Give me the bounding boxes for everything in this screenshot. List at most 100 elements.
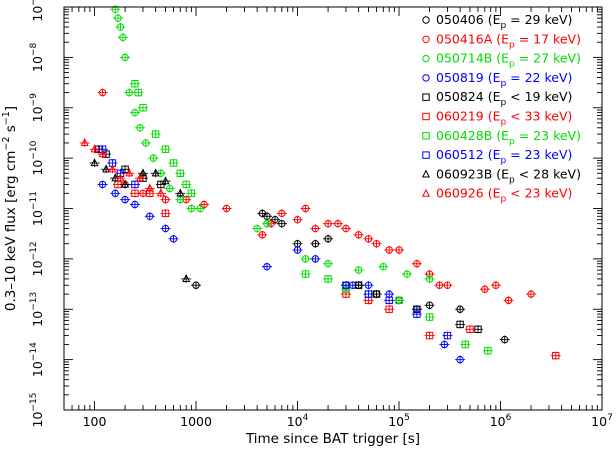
data-layer xyxy=(79,5,561,364)
data-point xyxy=(111,5,119,14)
data-point xyxy=(301,255,310,263)
data-point xyxy=(324,219,332,228)
y-tick-label: 10−13 xyxy=(29,292,45,327)
x-tick-label: 1000 xyxy=(180,414,212,429)
data-point xyxy=(121,179,130,188)
data-point xyxy=(161,224,170,233)
y-tick-label-group: 10−12 xyxy=(29,241,45,276)
legend-marker xyxy=(422,16,430,24)
y-tick-label-group: 10−15 xyxy=(29,393,45,428)
data-point xyxy=(90,158,99,167)
series-050406 xyxy=(191,209,510,344)
data-point xyxy=(125,88,134,97)
data-point xyxy=(116,23,125,31)
data-point xyxy=(108,164,117,173)
data-point xyxy=(145,183,154,192)
data-point xyxy=(169,235,178,243)
y-axis-label: 0.3–10 keV flux [erg cm−2 s−1] xyxy=(1,106,19,311)
data-point xyxy=(169,159,178,167)
data-point xyxy=(311,255,320,263)
x-tick-label: 105 xyxy=(388,413,410,429)
data-point xyxy=(461,340,470,349)
legend-item-060428B: 060428B (Ep = 23 keV) xyxy=(422,128,581,147)
data-point xyxy=(301,270,310,278)
legend-label: 050819 (Ep = 22 keV) xyxy=(436,70,572,89)
legend-item-050819: 050819 (Ep = 22 keV) xyxy=(422,70,572,89)
data-point xyxy=(311,240,320,248)
data-point xyxy=(413,260,421,268)
data-point xyxy=(121,195,129,204)
data-point xyxy=(116,173,125,182)
data-point xyxy=(151,130,160,138)
legend-label: 060512 (Ep = 23 keV) xyxy=(436,147,572,166)
legend-label: 060926 (Ep < 23 keV) xyxy=(436,186,572,205)
data-point xyxy=(200,200,208,209)
legend: 050406 (Ep = 29 keV)050416A (Ep = 17 keV… xyxy=(421,12,581,205)
data-point xyxy=(278,219,286,228)
x-tick-label: 106 xyxy=(490,413,512,429)
data-point xyxy=(161,176,170,185)
data-point xyxy=(456,305,464,313)
data-point xyxy=(501,335,509,344)
data-point xyxy=(131,189,139,198)
data-point xyxy=(134,88,143,97)
data-point xyxy=(293,246,302,254)
data-point xyxy=(165,184,174,193)
data-point xyxy=(443,281,452,289)
y-axis-label-group: 0.3–10 keV flux [erg cm−2 s−1] xyxy=(1,106,19,311)
data-point xyxy=(121,165,129,174)
y-tick-label: 10−9 xyxy=(29,93,45,122)
legend-label: 050416A (Ep = 17 keV) xyxy=(436,31,581,50)
data-point xyxy=(403,270,411,278)
data-point xyxy=(324,275,332,283)
data-point xyxy=(121,53,129,62)
legend-marker xyxy=(422,132,430,140)
data-point xyxy=(187,189,196,198)
plot-frame xyxy=(63,6,603,411)
data-point xyxy=(425,275,434,283)
data-point xyxy=(263,212,271,221)
legend-item-060923B: 060923B (Ep < 28 keV) xyxy=(421,166,581,185)
data-point xyxy=(136,124,144,132)
data-point xyxy=(364,281,373,289)
legend-label: 050714B (Ep = 27 keV) xyxy=(436,51,581,70)
series-060512 xyxy=(97,145,453,340)
data-point xyxy=(413,310,421,318)
data-point xyxy=(440,340,449,349)
y-tick-label-group: 10−10 xyxy=(29,140,45,175)
data-point xyxy=(354,281,363,289)
x-axis-label: Time since BAT trigger [s] xyxy=(245,431,420,447)
data-point xyxy=(552,351,560,360)
data-point xyxy=(504,296,513,305)
legend-item-050824: 050824 (Ep < 19 keV) xyxy=(422,89,572,108)
data-point xyxy=(379,262,387,271)
data-point xyxy=(156,188,165,197)
data-point xyxy=(187,204,196,213)
series-050714B xyxy=(110,5,435,283)
data-point xyxy=(492,281,500,289)
data-point xyxy=(263,262,271,271)
data-point xyxy=(342,281,350,289)
legend-item-050416A: 050416A (Ep = 17 keV) xyxy=(422,31,581,50)
legend-marker xyxy=(422,74,430,82)
legend-marker xyxy=(422,93,430,101)
y-tick-label-group: 10−7 xyxy=(29,0,45,22)
data-point xyxy=(161,145,170,153)
series-060219 xyxy=(112,180,561,360)
data-point xyxy=(176,188,185,197)
data-point xyxy=(258,231,267,239)
data-point xyxy=(182,274,191,283)
data-point xyxy=(271,215,279,224)
data-point xyxy=(253,224,261,233)
data-point xyxy=(354,231,363,239)
data-point xyxy=(385,246,393,254)
data-point xyxy=(456,320,464,329)
legend-label: 050406 (Ep = 29 keV) xyxy=(436,12,572,31)
data-point xyxy=(385,305,393,313)
data-point xyxy=(176,169,185,177)
data-point xyxy=(263,219,271,228)
data-point xyxy=(443,331,452,340)
data-point xyxy=(425,301,434,309)
